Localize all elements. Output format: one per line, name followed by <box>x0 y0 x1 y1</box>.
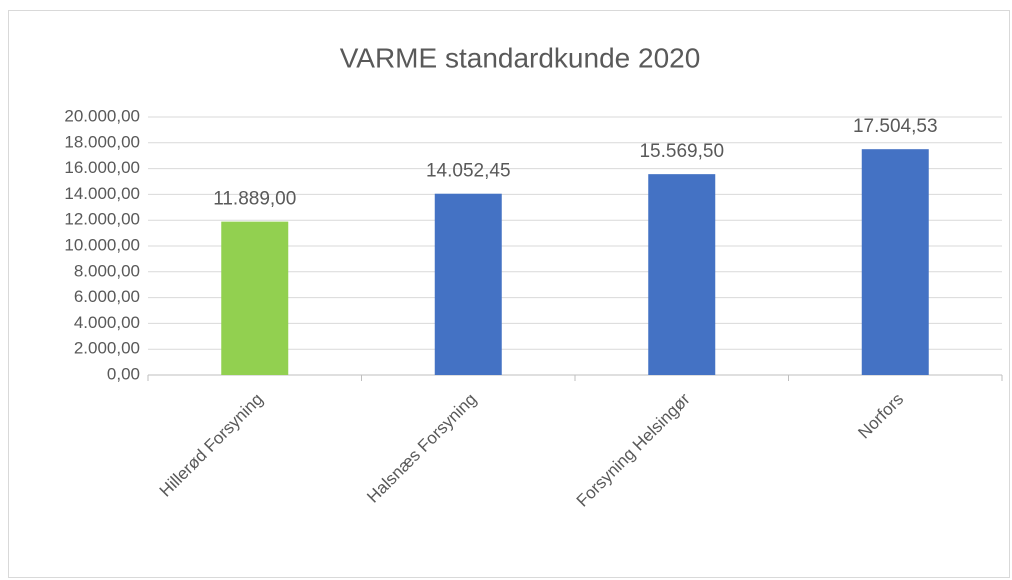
chart-title: VARME standardkunde 2020 <box>340 42 701 73</box>
value-label: 17.504,53 <box>853 116 938 137</box>
chart-border <box>8 10 1010 578</box>
bar <box>434 193 502 375</box>
y-tick-label: 6.000,00 <box>74 287 140 306</box>
y-tick-label: 20.000,00 <box>64 106 140 125</box>
bar <box>648 174 716 375</box>
value-label: 15.569,50 <box>639 141 724 162</box>
y-tick-label: 8.000,00 <box>74 261 140 280</box>
y-tick-label: 2.000,00 <box>74 339 140 358</box>
value-label: 11.889,00 <box>213 189 296 210</box>
y-tick-label: 10.000,00 <box>64 235 140 254</box>
y-tick-label: 12.000,00 <box>64 210 140 229</box>
y-tick-label: 0,00 <box>107 364 140 383</box>
bar <box>221 221 289 375</box>
y-tick-label: 16.000,00 <box>64 158 140 177</box>
value-label: 14.052,45 <box>426 161 511 182</box>
bar <box>861 149 929 375</box>
y-tick-label: 4.000,00 <box>74 313 140 332</box>
y-tick-label: 18.000,00 <box>64 132 140 151</box>
y-tick-label: 14.000,00 <box>64 184 140 203</box>
